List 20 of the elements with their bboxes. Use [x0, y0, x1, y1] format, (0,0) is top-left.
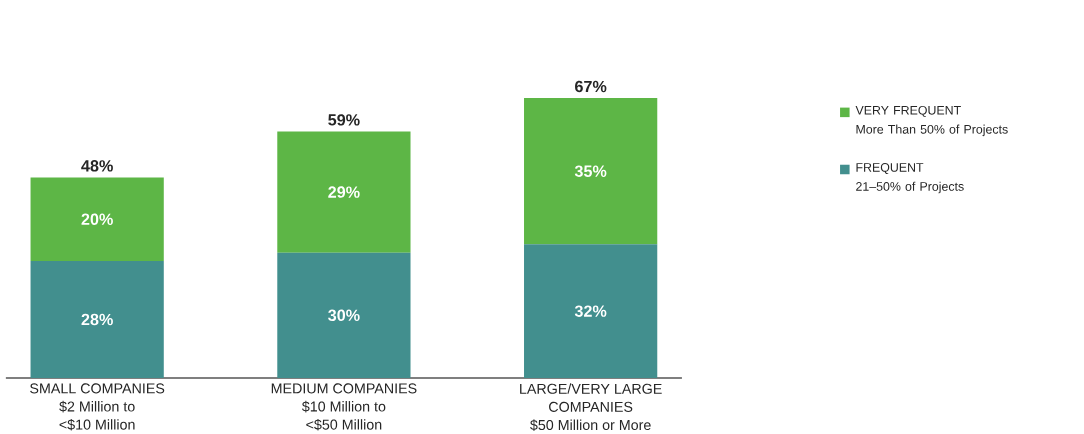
x-tick-label: MEDIUM COMPANIES $10 Million to <$50 Million	[271, 383, 417, 431]
bar	[277, 131, 411, 253]
data-label: 20%	[81, 213, 113, 225]
x-tick-label: LARGE/VERY LARGE COMPANIES $50 Million or More	[520, 383, 662, 431]
legend-label: VERY FREQUENT More Than 50% of Projects	[855, 105, 1008, 137]
x-tick-label: SMALL COMPANIES $2 Million to <$10 Million	[30, 383, 165, 431]
data-label: 29%	[328, 186, 360, 198]
bar	[524, 98, 658, 245]
bar	[277, 252, 411, 378]
bar	[30, 260, 164, 378]
bar	[524, 244, 658, 378]
data-label: 35%	[574, 165, 607, 177]
bar	[30, 177, 164, 261]
total-label: 59%	[328, 114, 360, 126]
total-label: 48%	[81, 160, 113, 172]
data-label: 32%	[574, 305, 607, 317]
legend-label: FREQUENT 21–50% of Projects	[856, 162, 964, 194]
total-label: 67%	[575, 80, 607, 93]
data-label: 30%	[328, 309, 360, 322]
data-label: 28%	[81, 313, 113, 326]
